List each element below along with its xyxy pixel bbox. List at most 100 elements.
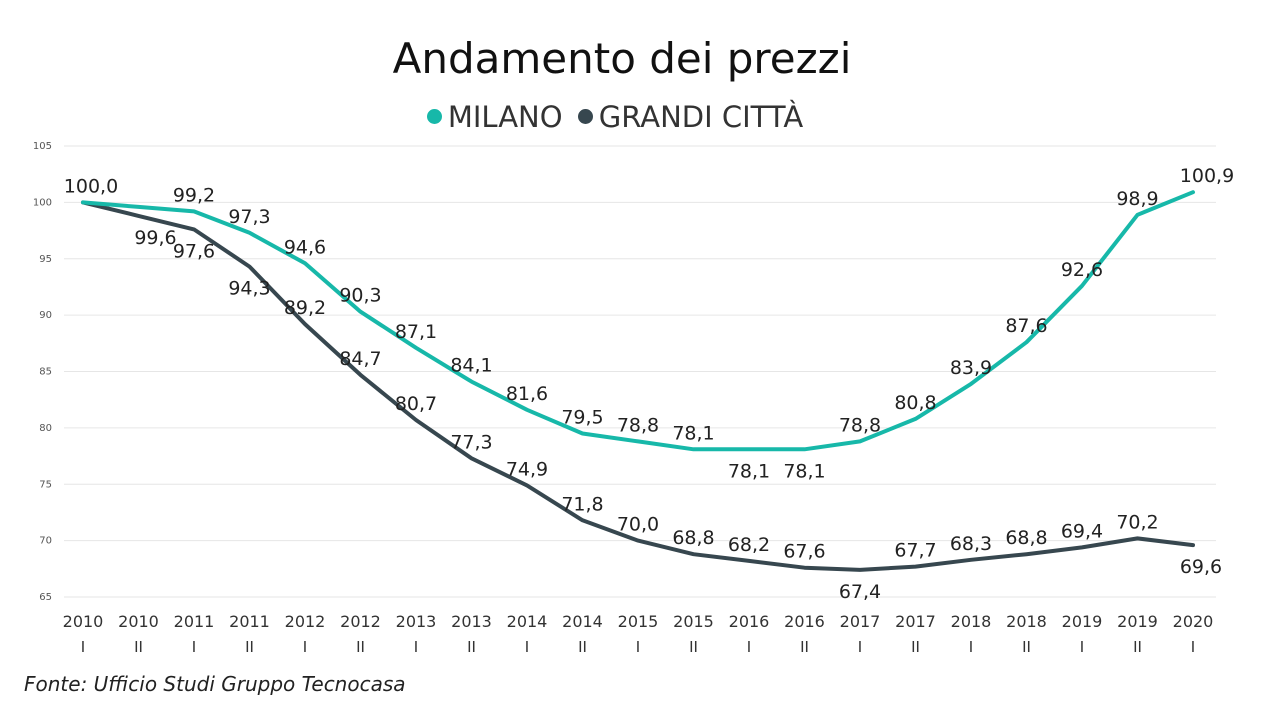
x-tick-half: II xyxy=(800,638,809,656)
x-tick-year: 2012 xyxy=(285,612,326,631)
data-label: 68,8 xyxy=(1005,527,1047,549)
x-tick-half: II xyxy=(1022,638,1031,656)
x-tick-year: 2011 xyxy=(229,612,270,631)
x-tick-year: 2014 xyxy=(562,612,603,631)
data-label: 78,8 xyxy=(617,414,659,436)
x-tick-year: 2017 xyxy=(895,612,936,631)
data-label: 78,1 xyxy=(783,460,825,482)
x-tick-year: 2016 xyxy=(784,612,825,631)
data-label: 98,9 xyxy=(1116,188,1158,210)
data-label: 78,1 xyxy=(728,460,770,482)
y-tick-label: 75 xyxy=(39,479,52,490)
x-tick-year: 2015 xyxy=(618,612,659,631)
x-tick-half: I xyxy=(303,638,307,656)
source-note: Fonte: Ufficio Studi Gruppo Tecnocasa xyxy=(24,672,406,696)
x-tick-year: 2012 xyxy=(340,612,381,631)
y-tick-label: 70 xyxy=(39,536,52,547)
x-tick-half: I xyxy=(636,638,640,656)
x-tick-half: I xyxy=(81,638,85,656)
y-tick-label: 105 xyxy=(33,141,52,152)
data-label: 67,6 xyxy=(783,541,825,563)
x-tick-half: I xyxy=(747,638,751,656)
data-label: 67,7 xyxy=(894,540,936,562)
data-label: 79,5 xyxy=(561,407,603,429)
x-tick-year: 2015 xyxy=(673,612,714,631)
legend-marker-grandi-citta xyxy=(577,108,593,124)
chart-title: Andamento dei prezzi xyxy=(392,34,852,83)
x-tick-year: 2013 xyxy=(451,612,492,631)
y-tick-label: 65 xyxy=(39,592,52,603)
x-tick-year: 2017 xyxy=(840,612,881,631)
data-label: 70,2 xyxy=(1116,511,1158,533)
x-tick-half: I xyxy=(525,638,529,656)
data-label: 69,4 xyxy=(1061,520,1103,542)
data-label: 94,3 xyxy=(228,278,270,300)
data-label: 89,2 xyxy=(284,297,326,319)
x-tick-half: I xyxy=(414,638,418,656)
data-label: 84,7 xyxy=(339,348,381,370)
y-tick-label: 80 xyxy=(39,423,52,434)
data-label: 80,7 xyxy=(395,393,437,415)
data-label: 78,8 xyxy=(839,414,881,436)
x-tick-half: II xyxy=(1133,638,1142,656)
x-tick-half: II xyxy=(134,638,143,656)
x-tick-half: II xyxy=(467,638,476,656)
series-line-grandi-citta xyxy=(81,200,1195,572)
x-tick-year: 2011 xyxy=(174,612,215,631)
x-tick-half: I xyxy=(1080,638,1084,656)
data-label: 74,9 xyxy=(506,458,548,480)
x-tick-half: II xyxy=(245,638,254,656)
data-label: 68,2 xyxy=(728,534,770,556)
x-tick-year: 2019 xyxy=(1117,612,1158,631)
x-tick-half: I xyxy=(192,638,196,656)
data-label: 97,6 xyxy=(173,240,215,262)
y-tick-label: 85 xyxy=(39,367,52,378)
x-tick-half: I xyxy=(858,638,862,656)
x-tick-year: 2014 xyxy=(507,612,548,631)
data-label: 94,6 xyxy=(284,236,326,258)
x-tick-year: 2020 xyxy=(1173,612,1214,631)
x-tick-half: I xyxy=(969,638,973,656)
data-label: 68,8 xyxy=(672,527,714,549)
legend-label-milano: MILANO xyxy=(447,100,563,134)
y-tick-label: 90 xyxy=(39,310,52,321)
data-label: 99,6 xyxy=(134,227,176,249)
x-tick-year: 2019 xyxy=(1062,612,1103,631)
chart-legend: MILANO GRANDI CITTÀ xyxy=(0,100,1230,134)
data-label: 80,8 xyxy=(894,392,936,414)
legend-marker-milano xyxy=(426,108,442,124)
data-label: 78,1 xyxy=(672,422,714,444)
data-label: 77,3 xyxy=(450,431,492,453)
data-label: 69,6 xyxy=(1180,556,1222,578)
data-label: 71,8 xyxy=(561,493,603,515)
data-label: 70,0 xyxy=(617,514,659,536)
y-tick-label: 95 xyxy=(39,254,52,265)
data-label: 83,9 xyxy=(950,357,992,379)
data-label: 100,9 xyxy=(1180,165,1234,187)
data-label: 92,6 xyxy=(1061,259,1103,281)
x-tick-year: 2013 xyxy=(396,612,437,631)
data-label: 100,0 xyxy=(64,175,118,197)
x-tick-year: 2018 xyxy=(1006,612,1047,631)
x-tick-half: I xyxy=(1191,638,1195,656)
data-label: 99,2 xyxy=(173,184,215,206)
data-label: 81,6 xyxy=(506,383,548,405)
y-tick-label: 100 xyxy=(33,197,52,208)
data-label: 90,3 xyxy=(339,285,381,307)
x-tick-year: 2018 xyxy=(951,612,992,631)
x-tick-half: II xyxy=(578,638,587,656)
legend-item-milano: MILANO xyxy=(426,100,563,134)
data-label: 87,6 xyxy=(1005,315,1047,337)
x-tick-half: II xyxy=(689,638,698,656)
data-label: 84,1 xyxy=(450,355,492,377)
data-label: 67,4 xyxy=(839,581,881,603)
legend-label-grandi-citta: GRANDI CITTÀ xyxy=(598,100,804,134)
series-line-milano xyxy=(81,190,1195,452)
x-tick-year: 2016 xyxy=(729,612,770,631)
data-label: 68,3 xyxy=(950,533,992,555)
data-label: 87,1 xyxy=(395,321,437,343)
x-tick-half: II xyxy=(356,638,365,656)
x-tick-half: II xyxy=(911,638,920,656)
legend-item-grandi-citta: GRANDI CITTÀ xyxy=(577,100,804,134)
